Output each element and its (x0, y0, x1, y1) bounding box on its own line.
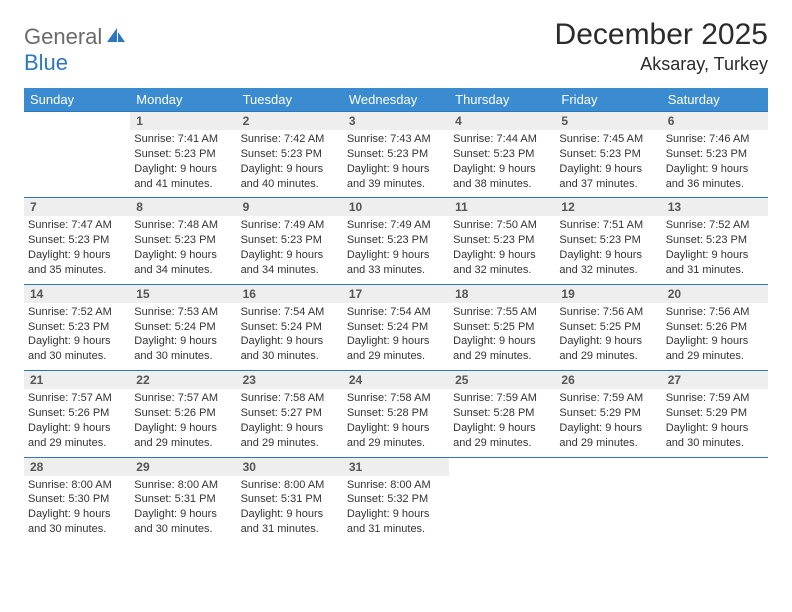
header: GeneralBlue December 2025 Aksaray, Turke… (24, 18, 768, 76)
sail-icon (105, 24, 127, 50)
day-cell: Sunrise: 7:49 AMSunset: 5:23 PMDaylight:… (237, 216, 343, 284)
day-cell: Sunrise: 8:00 AMSunset: 5:32 PMDaylight:… (343, 476, 449, 543)
brand-logo: GeneralBlue (24, 18, 127, 76)
day-cell: Sunrise: 7:52 AMSunset: 5:23 PMDaylight:… (662, 216, 768, 284)
day-number: 14 (24, 284, 130, 303)
day-cell: Sunrise: 7:56 AMSunset: 5:26 PMDaylight:… (662, 303, 768, 371)
day-cell: Sunrise: 7:46 AMSunset: 5:23 PMDaylight:… (662, 130, 768, 198)
day-number: 9 (237, 198, 343, 217)
day-number: 24 (343, 371, 449, 390)
day-cell: Sunrise: 7:59 AMSunset: 5:29 PMDaylight:… (555, 389, 661, 457)
day-cell: Sunrise: 7:58 AMSunset: 5:27 PMDaylight:… (237, 389, 343, 457)
empty-cell (449, 476, 555, 543)
day-cell: Sunrise: 7:45 AMSunset: 5:23 PMDaylight:… (555, 130, 661, 198)
day-cell: Sunrise: 7:44 AMSunset: 5:23 PMDaylight:… (449, 130, 555, 198)
day-number: 5 (555, 112, 661, 131)
day-number: 17 (343, 284, 449, 303)
empty-cell (555, 457, 661, 476)
day-cell: Sunrise: 7:55 AMSunset: 5:25 PMDaylight:… (449, 303, 555, 371)
day-number: 18 (449, 284, 555, 303)
day-cell: Sunrise: 7:50 AMSunset: 5:23 PMDaylight:… (449, 216, 555, 284)
empty-cell (662, 476, 768, 543)
weekday-header-row: SundayMondayTuesdayWednesdayThursdayFrid… (24, 88, 768, 112)
brand-part1: General (24, 24, 102, 49)
day-number: 26 (555, 371, 661, 390)
weekday-header: Saturday (662, 88, 768, 112)
calendar-body: 123456Sunrise: 7:41 AMSunset: 5:23 PMDay… (24, 112, 768, 543)
day-cell: Sunrise: 8:00 AMSunset: 5:30 PMDaylight:… (24, 476, 130, 543)
day-cell: Sunrise: 7:47 AMSunset: 5:23 PMDaylight:… (24, 216, 130, 284)
day-cell: Sunrise: 7:53 AMSunset: 5:24 PMDaylight:… (130, 303, 236, 371)
day-number: 29 (130, 457, 236, 476)
daynum-row: 28293031 (24, 457, 768, 476)
info-row: Sunrise: 8:00 AMSunset: 5:30 PMDaylight:… (24, 476, 768, 543)
day-number: 1 (130, 112, 236, 131)
day-cell: Sunrise: 7:54 AMSunset: 5:24 PMDaylight:… (237, 303, 343, 371)
day-cell: Sunrise: 7:54 AMSunset: 5:24 PMDaylight:… (343, 303, 449, 371)
weekday-header: Monday (130, 88, 236, 112)
day-number: 23 (237, 371, 343, 390)
day-cell: Sunrise: 7:41 AMSunset: 5:23 PMDaylight:… (130, 130, 236, 198)
calendar-table: SundayMondayTuesdayWednesdayThursdayFrid… (24, 88, 768, 543)
empty-cell (449, 457, 555, 476)
daynum-row: 21222324252627 (24, 371, 768, 390)
day-cell: Sunrise: 7:58 AMSunset: 5:28 PMDaylight:… (343, 389, 449, 457)
day-number: 6 (662, 112, 768, 131)
day-number: 31 (343, 457, 449, 476)
day-number: 20 (662, 284, 768, 303)
weekday-header: Thursday (449, 88, 555, 112)
day-cell: Sunrise: 7:49 AMSunset: 5:23 PMDaylight:… (343, 216, 449, 284)
day-number: 12 (555, 198, 661, 217)
day-number: 28 (24, 457, 130, 476)
day-number: 21 (24, 371, 130, 390)
day-cell: Sunrise: 7:59 AMSunset: 5:28 PMDaylight:… (449, 389, 555, 457)
daynum-row: 14151617181920 (24, 284, 768, 303)
day-number: 22 (130, 371, 236, 390)
day-number: 19 (555, 284, 661, 303)
daynum-row: 78910111213 (24, 198, 768, 217)
info-row: Sunrise: 7:52 AMSunset: 5:23 PMDaylight:… (24, 303, 768, 371)
day-number: 30 (237, 457, 343, 476)
empty-cell (555, 476, 661, 543)
month-title: December 2025 (555, 18, 768, 52)
weekday-header: Tuesday (237, 88, 343, 112)
empty-cell (662, 457, 768, 476)
day-number: 25 (449, 371, 555, 390)
day-number: 11 (449, 198, 555, 217)
day-cell: Sunrise: 7:42 AMSunset: 5:23 PMDaylight:… (237, 130, 343, 198)
day-number: 7 (24, 198, 130, 217)
day-number: 27 (662, 371, 768, 390)
day-cell: Sunrise: 7:57 AMSunset: 5:26 PMDaylight:… (130, 389, 236, 457)
daynum-row: 123456 (24, 112, 768, 131)
title-block: December 2025 Aksaray, Turkey (555, 18, 768, 75)
day-cell: Sunrise: 7:48 AMSunset: 5:23 PMDaylight:… (130, 216, 236, 284)
day-cell: Sunrise: 8:00 AMSunset: 5:31 PMDaylight:… (130, 476, 236, 543)
day-cell: Sunrise: 8:00 AMSunset: 5:31 PMDaylight:… (237, 476, 343, 543)
brand-text: GeneralBlue (24, 24, 127, 76)
empty-cell (24, 112, 130, 131)
day-cell: Sunrise: 7:59 AMSunset: 5:29 PMDaylight:… (662, 389, 768, 457)
location: Aksaray, Turkey (555, 54, 768, 75)
weekday-header: Sunday (24, 88, 130, 112)
day-number: 3 (343, 112, 449, 131)
day-number: 10 (343, 198, 449, 217)
day-number: 16 (237, 284, 343, 303)
day-number: 13 (662, 198, 768, 217)
day-number: 4 (449, 112, 555, 131)
info-row: Sunrise: 7:57 AMSunset: 5:26 PMDaylight:… (24, 389, 768, 457)
empty-cell (24, 130, 130, 198)
weekday-header: Wednesday (343, 88, 449, 112)
brand-part2: Blue (24, 50, 68, 75)
day-cell: Sunrise: 7:57 AMSunset: 5:26 PMDaylight:… (24, 389, 130, 457)
day-number: 8 (130, 198, 236, 217)
info-row: Sunrise: 7:41 AMSunset: 5:23 PMDaylight:… (24, 130, 768, 198)
day-number: 2 (237, 112, 343, 131)
weekday-header: Friday (555, 88, 661, 112)
info-row: Sunrise: 7:47 AMSunset: 5:23 PMDaylight:… (24, 216, 768, 284)
day-cell: Sunrise: 7:43 AMSunset: 5:23 PMDaylight:… (343, 130, 449, 198)
day-number: 15 (130, 284, 236, 303)
day-cell: Sunrise: 7:56 AMSunset: 5:25 PMDaylight:… (555, 303, 661, 371)
day-cell: Sunrise: 7:51 AMSunset: 5:23 PMDaylight:… (555, 216, 661, 284)
day-cell: Sunrise: 7:52 AMSunset: 5:23 PMDaylight:… (24, 303, 130, 371)
